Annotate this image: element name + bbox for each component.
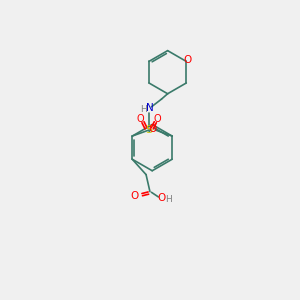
Text: O: O — [137, 114, 145, 124]
Text: O: O — [183, 55, 191, 65]
Text: H: H — [165, 195, 172, 204]
Text: O: O — [130, 191, 139, 201]
Text: H: H — [140, 105, 147, 114]
Text: O: O — [154, 114, 161, 124]
Text: O: O — [157, 193, 166, 203]
Text: S: S — [146, 125, 153, 135]
Text: O: O — [149, 124, 157, 134]
Text: N: N — [146, 103, 154, 113]
